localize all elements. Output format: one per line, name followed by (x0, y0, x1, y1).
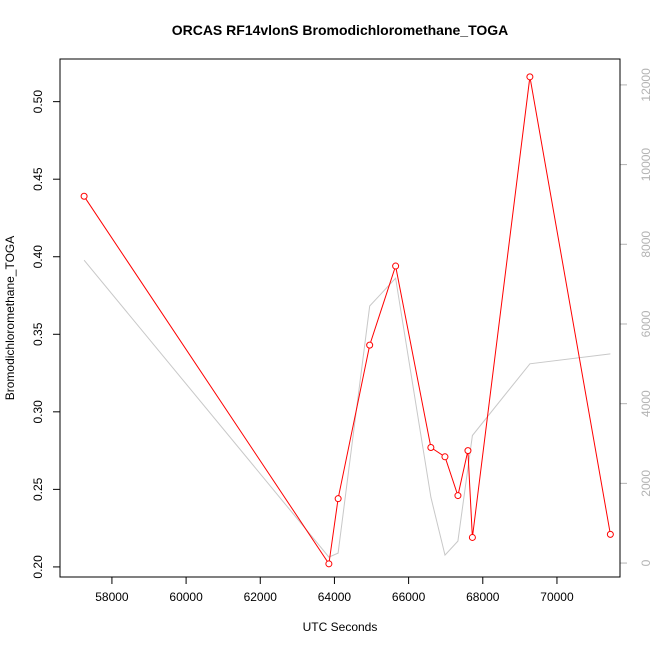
x-tick-label: 68000 (466, 590, 500, 604)
y-tick-label: 0.25 (31, 477, 45, 501)
data-point (80, 192, 88, 200)
data-point (454, 492, 462, 500)
data-point (427, 444, 435, 451)
y-axis-right: 0 2000 4000 6000 8000 10000 12000 (620, 68, 650, 566)
chart-title: ORCAS RF14vlonS Bromodichloromethane_TOG… (172, 22, 509, 38)
y-tick-label: 0.30 (31, 400, 45, 424)
data-point (441, 453, 449, 461)
series-line-right (83, 259, 611, 558)
y2-tick-label: 10000 (639, 148, 650, 182)
y-tick-label: 0.40 (31, 245, 45, 269)
data-point (392, 262, 400, 270)
x-tick-label: 66000 (392, 590, 426, 604)
y-tick-label: 0.20 (31, 555, 45, 579)
data-point (526, 73, 534, 81)
y-tick-label: 0.45 (31, 167, 45, 191)
data-point (464, 447, 472, 455)
x-tick-label: 58000 (95, 590, 129, 604)
y2-tick-label: 6000 (639, 310, 650, 337)
series-line-left (83, 76, 611, 566)
x-tick-label: 62000 (244, 590, 278, 604)
data-point (325, 560, 333, 568)
x-axis-label: UTC Seconds (303, 620, 378, 634)
x-axis: 58000 60000 62000 64000 66000 68000 70000 (95, 577, 574, 604)
y2-tick-label: 8000 (639, 231, 650, 258)
data-point (334, 495, 342, 503)
data-point (606, 530, 614, 538)
y-axis-left: 0.20 0.25 0.30 0.35 0.40 0.45 0.50 (31, 90, 60, 579)
y-axis-label: Bromodichloromethane_TOGA (3, 236, 17, 401)
plot-frame (59, 58, 621, 578)
y2-tick-label: 2000 (639, 470, 650, 497)
y-tick-label: 0.50 (31, 90, 45, 114)
y2-tick-label: 4000 (639, 390, 650, 417)
y-tick-label: 0.35 (31, 322, 45, 346)
data-point (366, 341, 374, 349)
y2-tick-label: 0 (639, 559, 650, 566)
x-tick-label: 70000 (540, 590, 574, 604)
x-tick-label: 60000 (169, 590, 203, 604)
y2-tick-label: 12000 (639, 68, 650, 102)
data-point (468, 533, 476, 541)
x-tick-label: 64000 (318, 590, 352, 604)
series-layer (80, 73, 614, 568)
